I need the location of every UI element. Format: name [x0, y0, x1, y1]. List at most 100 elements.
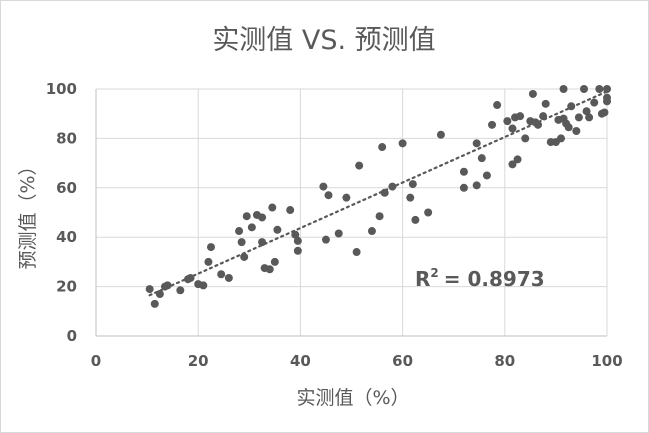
data-point [600, 108, 609, 117]
x-tick-label: 40 [290, 352, 311, 370]
data-point [521, 134, 530, 143]
data-point [595, 85, 604, 93]
data-point [459, 167, 468, 176]
y-tick-label: 60 [56, 179, 77, 197]
data-point [199, 281, 208, 290]
data-point [406, 193, 415, 202]
data-point [163, 281, 172, 290]
data-point [564, 123, 573, 132]
y-tick-labels: 0 20 40 60 80 100 [46, 80, 77, 345]
data-point [388, 182, 397, 191]
data-point [380, 188, 389, 197]
x-tick-label: 0 [91, 352, 101, 370]
data-point [398, 139, 407, 148]
gridlines [96, 88, 608, 336]
y-tick-label: 20 [56, 278, 77, 296]
x-tick-label: 60 [392, 352, 413, 370]
data-point [247, 223, 256, 232]
r-squared-superscript: 2 [430, 266, 438, 280]
data-point [488, 120, 497, 129]
chart-title: 实测值 VS. 预测值 [212, 25, 435, 56]
data-point [150, 299, 159, 308]
data-point [321, 235, 330, 244]
data-point [585, 113, 594, 122]
data-point [436, 130, 445, 139]
data-point [145, 285, 154, 294]
y-tick-label: 100 [46, 80, 77, 98]
data-point [273, 225, 282, 234]
data-point [206, 243, 215, 252]
data-point [204, 257, 213, 266]
data-point [459, 183, 468, 192]
data-point [477, 154, 486, 163]
data-point [367, 227, 376, 236]
data-point [293, 246, 302, 255]
data-point [580, 85, 589, 93]
x-tick-label: 80 [494, 352, 515, 370]
data-point [559, 85, 568, 93]
data-point [424, 208, 433, 217]
data-point [516, 112, 525, 121]
y-tick-label: 80 [56, 129, 77, 147]
x-tick-label: 20 [188, 352, 209, 370]
data-point [324, 191, 333, 200]
data-point [534, 120, 543, 129]
y-tick-label: 40 [56, 228, 77, 246]
data-point [557, 134, 566, 143]
data-point [472, 181, 481, 190]
data-point [235, 227, 244, 236]
data-point [375, 212, 384, 221]
data-point [513, 155, 522, 164]
x-tick-label: 100 [591, 352, 622, 370]
data-point [155, 290, 164, 299]
r-squared-label: R2 = 0.8973 [415, 266, 545, 291]
data-point [258, 238, 267, 247]
data-point [237, 238, 246, 247]
r-squared-r: R [415, 267, 430, 291]
data-point [217, 270, 226, 279]
data-point [603, 85, 611, 93]
data-point [493, 101, 502, 110]
x-tick-labels: 0 20 40 60 80 100 [91, 352, 623, 370]
data-point [224, 273, 233, 282]
y-axis-title: 预测值（%） [17, 156, 39, 269]
r-squared-value: = 0.8973 [444, 267, 545, 291]
data-point [574, 113, 583, 122]
data-point [319, 182, 328, 191]
data-point [541, 99, 550, 108]
trendline [148, 90, 609, 297]
data-point [408, 180, 417, 189]
data-point [528, 89, 537, 98]
data-point [265, 265, 274, 274]
data-point [582, 107, 591, 116]
data-point [352, 248, 361, 257]
data-point [482, 171, 491, 180]
data-point [258, 213, 267, 222]
data-point [293, 236, 302, 245]
data-point [603, 93, 611, 102]
data-point [539, 112, 548, 121]
data-point [242, 212, 251, 221]
data-point [186, 273, 195, 282]
data-point [503, 117, 512, 126]
data-point [590, 98, 599, 107]
data-point [355, 161, 364, 170]
data-point [268, 203, 277, 212]
data-point [572, 126, 581, 135]
data-point [270, 257, 279, 266]
data-point [378, 143, 387, 152]
data-point [508, 160, 517, 169]
y-tick-label: 0 [67, 327, 77, 345]
data-points [145, 85, 611, 308]
x-axis-title: 实测值（%） [296, 387, 409, 409]
axes [95, 89, 607, 337]
data-point [472, 139, 481, 148]
data-point [567, 102, 576, 111]
data-point [334, 229, 343, 238]
trend-line [148, 90, 609, 297]
data-point [286, 206, 295, 215]
data-point [342, 193, 351, 202]
data-point [240, 252, 249, 261]
